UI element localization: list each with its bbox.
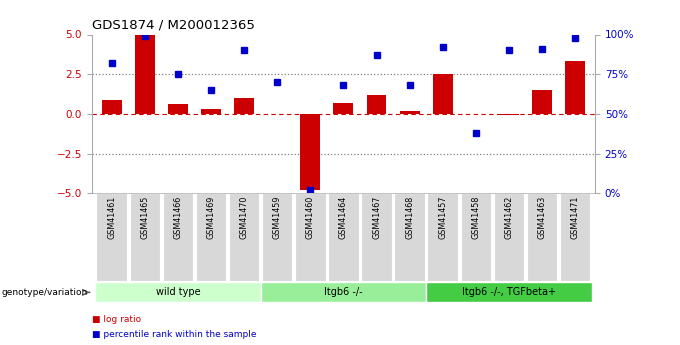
- Text: GSM41459: GSM41459: [273, 196, 282, 239]
- Bar: [328, 193, 358, 281]
- Bar: [260, 282, 426, 303]
- Text: GSM41466: GSM41466: [173, 196, 182, 239]
- Bar: [196, 193, 226, 281]
- Bar: [333, 103, 354, 114]
- Text: GSM41464: GSM41464: [339, 196, 348, 239]
- Text: Itgb6 -/-: Itgb6 -/-: [324, 287, 362, 297]
- Text: wild type: wild type: [156, 287, 200, 297]
- Bar: [295, 193, 326, 281]
- Bar: [135, 34, 155, 114]
- Bar: [565, 61, 585, 114]
- Bar: [229, 193, 259, 281]
- Text: GSM41460: GSM41460: [306, 196, 315, 239]
- Text: GSM41458: GSM41458: [471, 196, 480, 239]
- Bar: [301, 114, 320, 190]
- Text: genotype/variation: genotype/variation: [1, 288, 88, 297]
- Bar: [394, 193, 425, 281]
- Bar: [560, 193, 590, 281]
- Text: GSM41461: GSM41461: [107, 196, 116, 239]
- Bar: [95, 282, 260, 303]
- Text: GSM41468: GSM41468: [405, 196, 414, 239]
- Bar: [426, 282, 592, 303]
- Bar: [168, 104, 188, 114]
- Bar: [432, 74, 453, 114]
- Bar: [400, 111, 420, 114]
- Text: GSM41465: GSM41465: [140, 196, 150, 239]
- Bar: [262, 193, 292, 281]
- Text: GSM41457: GSM41457: [438, 196, 447, 239]
- Bar: [499, 114, 519, 116]
- Text: ■ log ratio: ■ log ratio: [92, 315, 141, 324]
- Text: ■ percentile rank within the sample: ■ percentile rank within the sample: [92, 330, 256, 339]
- Text: GSM41469: GSM41469: [207, 196, 216, 239]
- Bar: [163, 193, 193, 281]
- Bar: [97, 193, 127, 281]
- Bar: [130, 193, 160, 281]
- Bar: [361, 193, 392, 281]
- Bar: [367, 95, 386, 114]
- Text: GDS1874 / M200012365: GDS1874 / M200012365: [92, 19, 255, 32]
- Text: GSM41471: GSM41471: [571, 196, 579, 239]
- Bar: [201, 109, 221, 114]
- Text: GSM41462: GSM41462: [505, 196, 513, 239]
- Bar: [234, 98, 254, 114]
- Bar: [494, 193, 524, 281]
- Text: GSM41467: GSM41467: [372, 196, 381, 239]
- Bar: [460, 193, 491, 281]
- Text: Itgb6 -/-, TGFbeta+: Itgb6 -/-, TGFbeta+: [462, 287, 556, 297]
- Text: GSM41470: GSM41470: [239, 196, 249, 239]
- Bar: [532, 90, 552, 114]
- Bar: [428, 193, 458, 281]
- Bar: [527, 193, 558, 281]
- Text: GSM41463: GSM41463: [537, 196, 547, 239]
- Bar: [102, 100, 122, 114]
